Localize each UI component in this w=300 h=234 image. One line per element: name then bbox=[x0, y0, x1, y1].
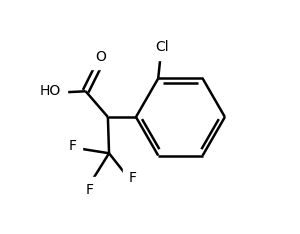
Text: F: F bbox=[128, 171, 136, 185]
Text: HO: HO bbox=[40, 84, 61, 98]
Text: O: O bbox=[95, 50, 106, 64]
Text: F: F bbox=[69, 139, 77, 153]
Text: Cl: Cl bbox=[155, 40, 169, 54]
Text: F: F bbox=[85, 183, 93, 197]
